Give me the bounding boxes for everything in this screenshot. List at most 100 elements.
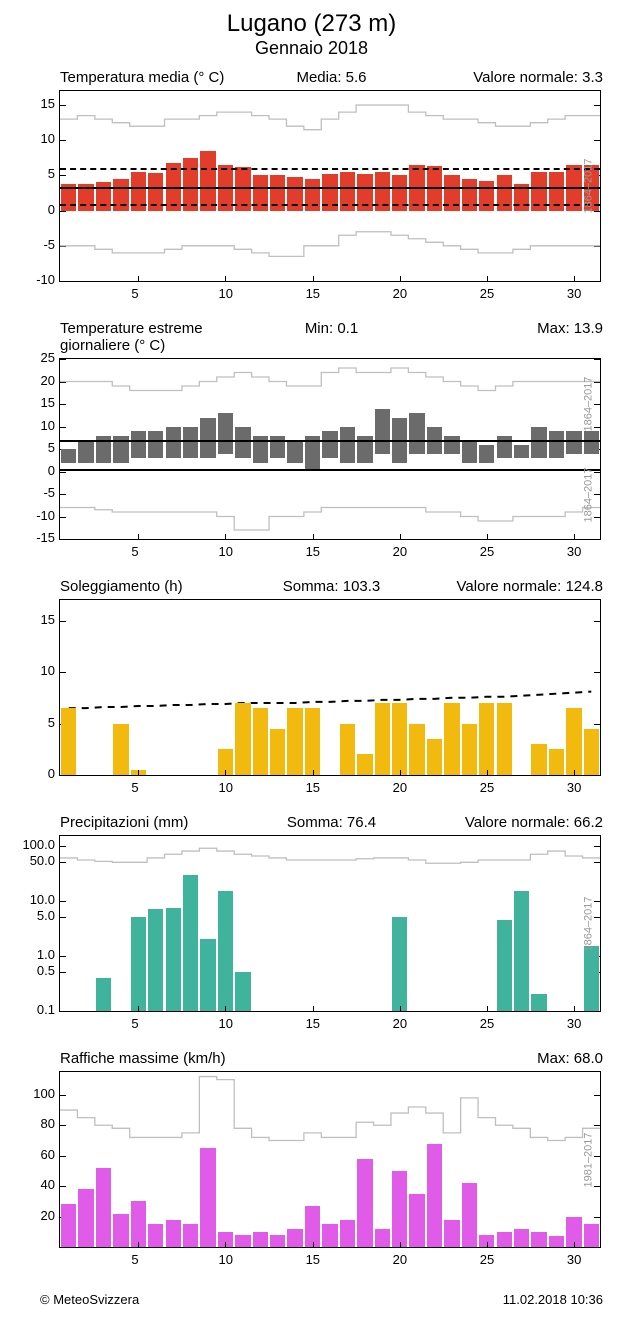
bar bbox=[270, 436, 285, 459]
y-tick-label: -15 bbox=[36, 531, 55, 544]
bar bbox=[427, 739, 442, 775]
bar bbox=[497, 703, 512, 775]
bar bbox=[61, 708, 76, 775]
bar bbox=[392, 175, 407, 210]
y-tick-label: 10.0 bbox=[30, 893, 55, 906]
bar bbox=[218, 165, 233, 211]
bar bbox=[131, 917, 146, 1011]
bar bbox=[322, 431, 337, 458]
bar bbox=[148, 431, 163, 458]
footer: © MeteoSvizzera 11.02.2018 10:36 bbox=[10, 1286, 613, 1307]
y-axis: -10-5051015 bbox=[10, 90, 59, 280]
bar bbox=[218, 891, 233, 1011]
bar bbox=[409, 413, 424, 454]
bar bbox=[375, 409, 390, 454]
bar bbox=[166, 427, 181, 459]
bar bbox=[444, 1220, 459, 1247]
bar bbox=[392, 418, 407, 463]
chart-gust: Raffiche massime (km/h) Max: 68.02040608… bbox=[10, 1050, 613, 1268]
bar bbox=[235, 427, 250, 459]
x-tick-label: 5 bbox=[131, 1016, 138, 1031]
y-tick-label: 10 bbox=[41, 132, 55, 145]
bar bbox=[340, 1220, 355, 1247]
bar bbox=[305, 708, 320, 775]
bar bbox=[200, 1148, 215, 1247]
bar bbox=[340, 427, 355, 463]
x-tick-label: 30 bbox=[567, 1252, 581, 1267]
bar bbox=[61, 449, 76, 463]
x-tick-label: 25 bbox=[480, 544, 494, 559]
reference-period-label: 1864–2017 bbox=[582, 896, 594, 951]
y-axis: 0.10.51.05.010.050.0100.0 bbox=[10, 835, 59, 1010]
bar bbox=[462, 724, 477, 775]
y-tick-label: 0.5 bbox=[37, 964, 55, 977]
y-tick-label: 0 bbox=[48, 464, 55, 477]
bar bbox=[549, 1236, 564, 1247]
bar bbox=[409, 724, 424, 775]
bar bbox=[566, 431, 581, 454]
bar bbox=[514, 184, 529, 211]
bar bbox=[357, 1159, 372, 1247]
x-tick-label: 10 bbox=[218, 1016, 232, 1031]
reference-period-label: 1864–2017 bbox=[582, 158, 594, 213]
bar bbox=[96, 182, 111, 210]
x-tick-label: 30 bbox=[567, 544, 581, 559]
bar bbox=[183, 1224, 198, 1247]
bar bbox=[427, 1144, 442, 1247]
bar bbox=[549, 172, 564, 211]
plot-area bbox=[59, 599, 601, 776]
bar bbox=[253, 1232, 268, 1247]
chart-stat-mid: Somma: 103.3 bbox=[241, 578, 422, 595]
bar bbox=[444, 703, 459, 775]
bar bbox=[497, 436, 512, 459]
bar bbox=[566, 708, 581, 775]
x-tick-label: 30 bbox=[567, 286, 581, 301]
y-tick-label: 80 bbox=[41, 1117, 55, 1130]
x-tick-label: 10 bbox=[218, 286, 232, 301]
bar bbox=[584, 946, 599, 1011]
bar bbox=[305, 436, 320, 472]
plot-area bbox=[59, 835, 601, 1012]
x-tick-label: 30 bbox=[567, 780, 581, 795]
x-tick-label: 10 bbox=[218, 780, 232, 795]
bar bbox=[218, 413, 233, 454]
bar bbox=[78, 440, 93, 463]
footer-timestamp: 11.02.2018 10:36 bbox=[503, 1292, 603, 1307]
bar bbox=[584, 431, 599, 454]
x-tick-label: 25 bbox=[480, 1016, 494, 1031]
bar bbox=[427, 427, 442, 454]
bar bbox=[375, 1229, 390, 1247]
x-tick-label: 20 bbox=[393, 544, 407, 559]
x-tick-label: 25 bbox=[480, 780, 494, 795]
bar bbox=[514, 1229, 529, 1247]
bar bbox=[253, 436, 268, 463]
bar bbox=[78, 1189, 93, 1247]
bar bbox=[235, 703, 250, 775]
y-tick-label: 100.0 bbox=[22, 838, 55, 851]
bar bbox=[235, 972, 250, 1011]
bar bbox=[531, 744, 546, 775]
plot-area bbox=[59, 90, 601, 282]
bar bbox=[287, 177, 302, 211]
x-tick-label: 15 bbox=[306, 1252, 320, 1267]
x-tick-label: 15 bbox=[306, 1016, 320, 1031]
chart-stat-right: Valore normale: 3.3 bbox=[422, 69, 603, 86]
x-tick-label: 15 bbox=[306, 544, 320, 559]
reference-period-label: 1864–2017 bbox=[582, 376, 594, 431]
bar bbox=[166, 1220, 181, 1247]
bar bbox=[479, 703, 494, 775]
x-tick-label: 5 bbox=[131, 286, 138, 301]
bar bbox=[392, 1171, 407, 1247]
chart-precip: Precipitazioni (mm) Somma: 76.4 Valore n… bbox=[10, 814, 613, 1032]
bar bbox=[462, 179, 477, 211]
bar bbox=[253, 708, 268, 775]
bar bbox=[375, 703, 390, 775]
bar bbox=[444, 436, 459, 454]
title-block: Lugano (273 m) Gennaio 2018 bbox=[10, 10, 613, 59]
bar bbox=[497, 175, 512, 210]
x-axis: 51015202530 bbox=[59, 776, 599, 796]
bar bbox=[96, 436, 111, 463]
bar bbox=[200, 939, 215, 1011]
chart-title: Soleggiamento (h) bbox=[60, 578, 241, 595]
chart-stat-mid: Media: 5.6 bbox=[241, 69, 422, 86]
